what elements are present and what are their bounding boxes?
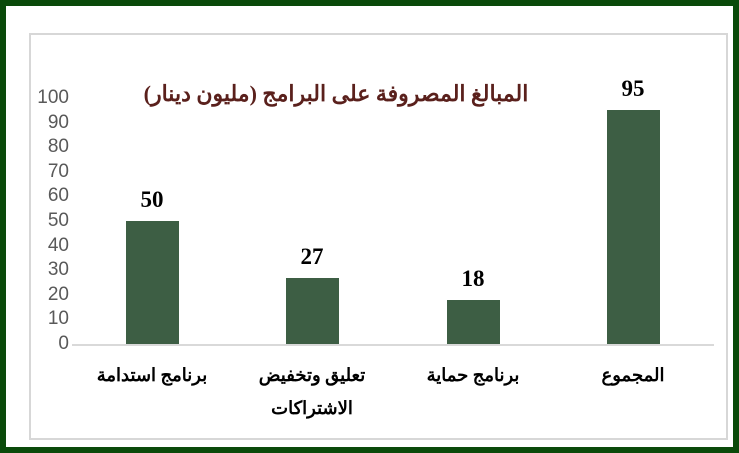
chart-container[interactable]: المبالغ المصروفة على البرامج (مليون دينا… (29, 33, 728, 440)
y-axis-tick-label: 20 (47, 283, 69, 305)
bar-value-label: 27 (300, 243, 324, 269)
bar[interactable] (285, 277, 339, 344)
bar-value-label: 95 (621, 76, 645, 102)
chart-title: المبالغ المصروفة على البرامج (مليون دينا… (143, 81, 529, 106)
category-label: برنامج حماية (426, 365, 520, 385)
y-axis-tick-label: 80 (47, 136, 69, 158)
bar-value-label: 50 (140, 187, 164, 212)
y-axis-tick-label: 0 (58, 333, 69, 354)
bar[interactable] (606, 110, 660, 344)
y-axis-tick-label: 60 (47, 185, 69, 207)
y-axis-tick-label: 30 (47, 259, 69, 281)
category-label: تعليق وتخفيض الاشتراكات (258, 365, 366, 418)
bar[interactable] (446, 299, 500, 344)
category-label: المجموع (601, 365, 665, 385)
category-label: برنامج استدامة (96, 365, 208, 385)
bar[interactable] (125, 221, 179, 344)
x-axis-line (72, 344, 714, 346)
y-axis-tick-label: 100 (37, 87, 69, 108)
bar-value-label: 18 (461, 265, 485, 291)
y-axis-tick-label: 90 (47, 111, 69, 133)
y-axis-tick-label: 40 (47, 234, 69, 256)
y-axis-tick-label: 70 (47, 160, 69, 182)
y-axis-tick-label: 10 (47, 308, 69, 330)
y-axis-tick-label: 50 (47, 210, 69, 231)
